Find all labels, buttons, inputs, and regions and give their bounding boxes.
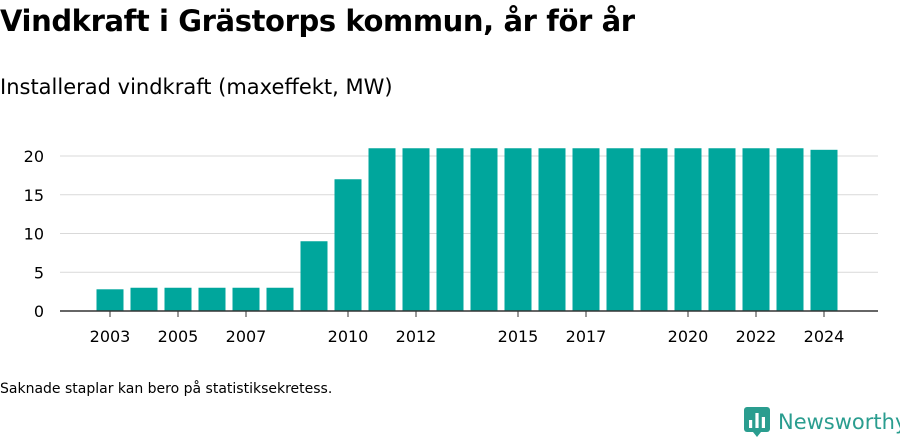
bar [164,287,192,311]
bar [538,148,566,311]
x-tick-label: 2022 [736,327,777,346]
y-tick-label: 10 [24,225,44,244]
x-tick-label: 2005 [158,327,199,346]
y-tick-label: 20 [24,147,44,166]
bar [810,149,838,311]
bar [470,148,498,311]
bar [232,287,260,311]
bar [640,148,668,311]
bar [198,287,226,311]
x-tick-label: 2010 [328,327,369,346]
bar-chart: 0 5 10 15 20 2003 2005 2007 2010 2012 2015 2017 202… [24,147,878,346]
bar [674,148,702,311]
newsworthy-logo-icon [744,407,770,437]
bar [96,289,124,311]
y-tick-label: 15 [24,186,44,205]
bar [742,148,770,311]
bars [96,148,838,311]
chart-title: Vindkraft i Grästorps kommun, år för år [0,4,635,38]
bar [300,241,328,311]
bar [776,148,804,311]
chart-subtitle: Installerad vindkraft (maxeffekt, MW) [0,75,393,99]
y-tick-label: 5 [34,263,44,282]
bar [436,148,464,311]
brand-logo[interactable]: Newsworthy [744,406,900,438]
bar [572,148,600,311]
y-tick-label: 0 [34,302,44,321]
y-axis-ticks: 0 5 10 15 20 [24,147,44,321]
bar [708,148,736,311]
x-axis-ticks: 2003 2005 2007 2010 2012 2015 2017 2020 2022 2024 [90,311,845,346]
x-tick-label: 2020 [668,327,709,346]
x-tick-label: 2007 [226,327,267,346]
x-tick-label: 2003 [90,327,131,346]
bar [402,148,430,311]
bar [368,148,396,311]
x-tick-label: 2015 [498,327,539,346]
x-tick-label: 2024 [804,327,845,346]
x-tick-label: 2012 [396,327,437,346]
footnote: Saknade staplar kan bero på statistiksek… [0,381,333,397]
bar [504,148,532,311]
gridlines [60,155,878,273]
bar [606,148,634,311]
bar [266,287,294,311]
bar [130,287,158,311]
bar [334,179,362,311]
x-tick-label: 2017 [566,327,607,346]
brand-name: Newsworthy [778,410,900,434]
